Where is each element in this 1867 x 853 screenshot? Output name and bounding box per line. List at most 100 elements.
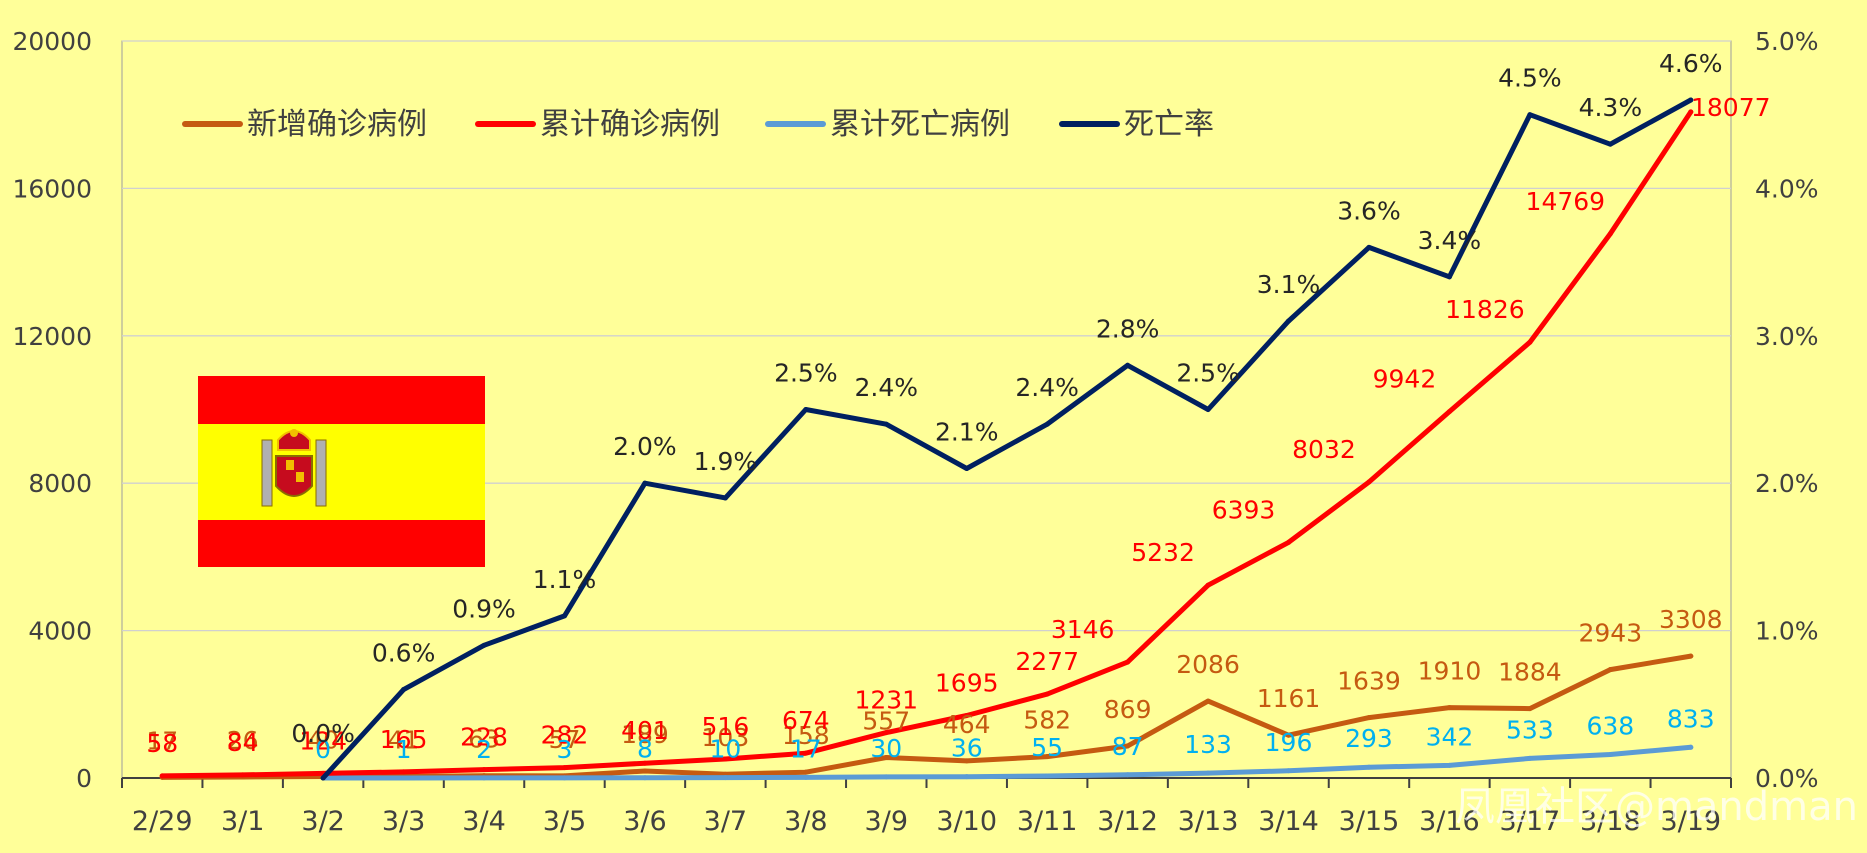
spain-flag (198, 376, 485, 567)
data-label: 1161 (1257, 684, 1321, 713)
axes: 0 4000 8000 12000 16000 20000 0.0% 1.0% 2.0% 3.0%… (12, 27, 1818, 837)
y-right-tick-label: 3.0% (1755, 322, 1819, 351)
x-tick-label: 3/11 (1017, 806, 1078, 837)
data-label: 6393 (1212, 495, 1276, 524)
data-label: 17 (790, 734, 822, 763)
y-right-tick-label: 0.0% (1755, 764, 1819, 793)
data-point (401, 769, 407, 775)
data-label: 84 (227, 728, 259, 757)
data-point (1205, 698, 1211, 704)
data-point (401, 687, 407, 693)
data-label: 0 (315, 735, 331, 764)
flag-stripe-bottom (198, 520, 485, 567)
y-left-tick-label: 16000 (12, 174, 92, 203)
data-label: 3.6% (1337, 196, 1401, 225)
x-tick-label: 3/10 (936, 806, 997, 837)
data-label: 638 (1586, 711, 1634, 740)
series-line (320, 97, 1694, 781)
x-tick-label: 3/9 (865, 806, 908, 837)
x-tick-label: 3/3 (382, 806, 425, 837)
data-label: 10 (709, 735, 741, 764)
data-point (722, 775, 728, 781)
data-label: 3146 (1051, 615, 1115, 644)
data-label: 401 (621, 716, 669, 745)
x-tick-label: 3/14 (1258, 806, 1319, 837)
data-label: 557 (862, 706, 910, 735)
data-point (1446, 409, 1452, 415)
data-label: 282 (541, 721, 589, 750)
data-label: 165 (380, 725, 428, 754)
legend-label: 死亡率 (1124, 107, 1214, 142)
data-label: 2.4% (855, 373, 919, 402)
data-label: 3.4% (1418, 226, 1482, 255)
series-line (320, 744, 1694, 781)
legend-label: 累计死亡病例 (830, 107, 1010, 142)
watermark: 凤凰社区@mandman (1455, 784, 1858, 830)
data-label: 124 (299, 726, 347, 755)
data-label: 40 (307, 726, 339, 755)
data-point (1044, 773, 1050, 779)
data-point (883, 421, 889, 427)
data-point (1286, 318, 1292, 324)
data-label: 1910 (1418, 657, 1482, 686)
data-label: 1.1% (533, 565, 597, 594)
data-label: 293 (1345, 724, 1393, 753)
data-point (1286, 768, 1292, 774)
data-label: 8032 (1292, 435, 1356, 464)
data-label: 869 (1104, 695, 1152, 724)
data-point (1366, 479, 1372, 485)
data-label: 41 (388, 725, 420, 754)
data-point (1125, 772, 1131, 778)
data-point (561, 775, 567, 781)
data-label: 30 (870, 734, 902, 763)
data-point (803, 774, 809, 780)
data-point (1607, 667, 1613, 673)
data-label: 58 (146, 729, 178, 758)
data-point (964, 774, 970, 780)
data-label: 2.0% (613, 432, 677, 461)
data-point (1125, 362, 1131, 368)
data-label: 14769 (1526, 187, 1606, 216)
data-label: 17 (146, 726, 178, 755)
data-point (803, 407, 809, 412)
data-point (1688, 109, 1694, 115)
x-tick-label: 3/17 (1500, 806, 1561, 837)
data-label: 87 (1112, 732, 1144, 761)
data-point (1286, 539, 1292, 545)
data-point (481, 775, 487, 781)
x-tick-label: 3/5 (543, 806, 586, 837)
data-point (1366, 244, 1372, 250)
x-tick-label: 3/15 (1339, 806, 1400, 837)
data-point (803, 769, 809, 775)
y-left-tick-label: 20000 (12, 27, 92, 56)
data-point (481, 642, 487, 648)
data-point (722, 495, 728, 501)
x-tick-label: 3/8 (784, 806, 827, 837)
data-label: 2 (476, 735, 492, 764)
x-tick-label: 3/7 (704, 806, 747, 837)
data-point (1607, 231, 1613, 237)
data-point (1446, 705, 1452, 711)
data-label: 8 (637, 735, 653, 764)
data-point (159, 773, 165, 779)
data-label: 3.1% (1257, 270, 1321, 299)
x-tick-label: 3/1 (221, 806, 264, 837)
data-point (803, 750, 809, 756)
legend-label: 累计确诊病例 (540, 107, 720, 142)
data-label: 36 (951, 734, 983, 763)
data-point (964, 465, 970, 471)
data-label: 158 (782, 721, 830, 750)
data-point (401, 775, 407, 781)
data-point (1688, 744, 1694, 750)
x-tick-label: 3/12 (1097, 806, 1158, 837)
data-label: 55 (1031, 733, 1063, 762)
data-point (722, 756, 728, 762)
data-point (1446, 274, 1452, 280)
data-label: 464 (943, 710, 991, 739)
data-point (320, 775, 326, 781)
data-label: 533 (1506, 715, 1554, 744)
data-label: 2277 (1015, 647, 1079, 676)
